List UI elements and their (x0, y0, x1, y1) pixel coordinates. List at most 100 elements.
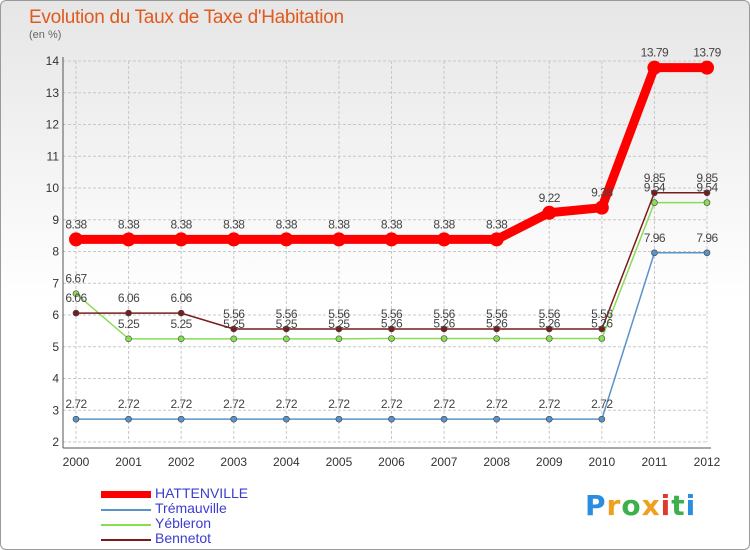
data-label: 5.56 (486, 307, 508, 321)
data-label: 5.26 (433, 316, 455, 330)
data-point (331, 232, 346, 247)
data-point (283, 415, 290, 423)
data-point (388, 325, 395, 333)
data-point (335, 415, 343, 423)
x-tick-label: 2001 (115, 455, 142, 469)
data-point (283, 325, 290, 333)
x-tick-label: 2004 (273, 455, 300, 469)
data-label: 5.56 (328, 307, 350, 321)
legend-swatch (101, 524, 151, 526)
data-point (545, 415, 553, 423)
data-point (121, 232, 136, 247)
data-label: 2.72 (539, 397, 561, 411)
data-point (72, 415, 80, 423)
data-label: 9.22 (539, 191, 561, 205)
data-point (545, 335, 553, 342)
data-point (440, 325, 448, 333)
data-label: 5.25 (223, 317, 245, 331)
data-point (542, 205, 557, 220)
logo-letter: x (641, 489, 661, 522)
data-label: 8.38 (276, 217, 298, 231)
y-tick-label: 14 (46, 54, 60, 68)
chart-subtitle: (en %) (29, 29, 62, 41)
data-point (125, 335, 132, 343)
data-label: 9.38 (591, 186, 613, 200)
y-tick-label: 2 (52, 435, 59, 449)
data-point (230, 335, 238, 343)
logo-letter: o (621, 489, 642, 522)
data-point (651, 249, 658, 257)
data-point (594, 200, 609, 215)
data-label: 9.54 (696, 181, 718, 195)
legend-label: Yébleron (155, 515, 212, 531)
data-point (437, 232, 452, 247)
data-label: 9.85 (696, 171, 718, 185)
legend-item-bennetot: Bennetot (101, 530, 321, 547)
x-tick-label: 2012 (694, 455, 721, 469)
legend-swatch (101, 539, 151, 541)
chart-title: Evolution du Taux de Taxe d'Habitation (29, 7, 344, 28)
data-point (177, 309, 185, 317)
data-label: 5.26 (486, 316, 508, 330)
legend-swatch (101, 491, 151, 498)
data-point (283, 335, 290, 343)
data-point (651, 189, 658, 197)
data-label: 5.56 (433, 307, 455, 321)
data-point (384, 232, 399, 247)
data-point (335, 325, 343, 333)
data-point (177, 335, 185, 343)
data-label: 9.85 (644, 171, 666, 185)
y-tick-label: 7 (52, 276, 59, 290)
data-label: 2.72 (276, 397, 298, 411)
data-label: 8.38 (65, 217, 87, 231)
data-label: 13.79 (693, 46, 721, 60)
data-point (226, 232, 241, 247)
y-tick-label: 3 (52, 403, 59, 417)
data-label: 5.56 (276, 307, 298, 321)
x-tick-label: 2000 (63, 455, 90, 469)
y-tick-label: 9 (52, 213, 59, 227)
x-tick-label: 2010 (588, 455, 615, 469)
data-point (651, 199, 658, 206)
data-label: 5.25 (276, 317, 298, 331)
data-point (388, 415, 395, 423)
legend-label: HATTENVILLE (155, 485, 249, 501)
data-point (545, 325, 553, 333)
data-point (440, 335, 448, 342)
y-tick-label: 12 (46, 118, 60, 132)
logo-letter: i (660, 489, 672, 522)
logo-letter: r (606, 489, 622, 522)
data-point (493, 335, 500, 342)
legend-swatch (101, 509, 151, 511)
data-label: 9.54 (644, 181, 666, 195)
data-point (177, 415, 185, 423)
y-tick-label: 4 (52, 372, 59, 386)
data-point (598, 415, 606, 423)
data-label: 5.56 (591, 307, 613, 321)
data-label: 2.72 (486, 397, 508, 411)
data-point (125, 309, 132, 317)
y-tick-label: 5 (52, 340, 59, 354)
legend-label: Bennetot (155, 530, 212, 546)
data-label: 2.72 (170, 397, 192, 411)
data-label: 2.72 (328, 397, 350, 411)
data-label: 8.38 (170, 217, 192, 231)
data-point (703, 189, 711, 197)
data-label: 5.56 (539, 307, 561, 321)
x-tick-label: 2005 (326, 455, 353, 469)
data-label: 8.38 (223, 217, 245, 231)
data-label: 5.26 (539, 316, 561, 330)
y-tick-label: 13 (46, 86, 60, 100)
data-point (493, 415, 500, 423)
data-point (72, 309, 80, 317)
data-label: 13.79 (641, 46, 669, 60)
data-label: 5.56 (381, 307, 403, 321)
data-label: 5.25 (170, 317, 192, 331)
data-point (174, 232, 189, 247)
data-point (279, 232, 294, 247)
data-label: 6.06 (170, 291, 192, 305)
x-tick-label: 2009 (536, 455, 563, 469)
data-point (703, 249, 711, 257)
data-point (493, 325, 500, 333)
x-tick-label: 2006 (378, 455, 405, 469)
